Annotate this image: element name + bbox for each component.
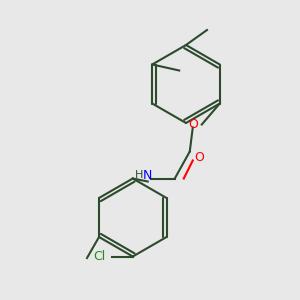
Text: N: N: [143, 169, 152, 182]
Text: O: O: [188, 118, 198, 131]
Text: Cl: Cl: [94, 250, 106, 263]
Text: H: H: [135, 170, 143, 181]
Text: O: O: [194, 151, 204, 164]
